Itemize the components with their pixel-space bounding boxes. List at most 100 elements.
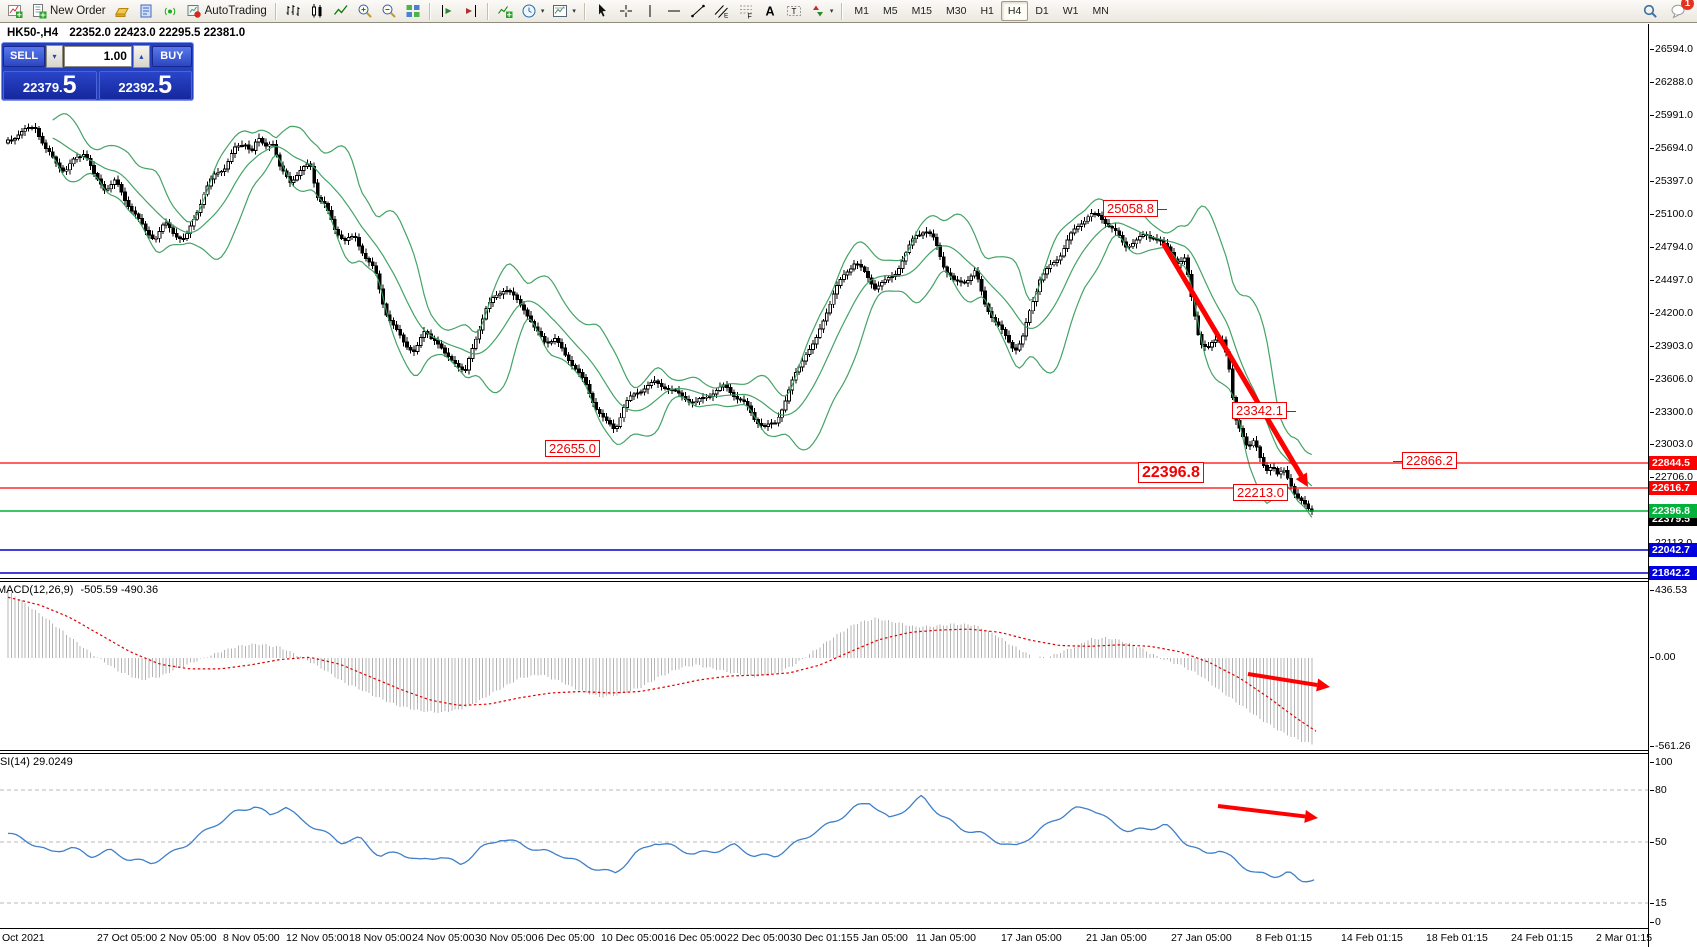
price-annotation-label[interactable]: 22213.0	[1233, 484, 1288, 501]
buy-button[interactable]: BUY	[151, 45, 193, 67]
vertical-line-button[interactable]	[638, 0, 662, 23]
price-annotation-label[interactable]: 22655.0	[545, 440, 600, 457]
time-tick-label: 24 Feb 01:15	[1511, 932, 1573, 944]
axis-tick-label: 26288.0	[1650, 76, 1693, 88]
time-scale[interactable]: Oct 2021 27 Oct 05:00 2 Nov 05:00 8 Nov 05:…	[0, 929, 1652, 947]
linechart-icon	[333, 3, 349, 19]
timeframe-d1[interactable]: D1	[1035, 5, 1049, 17]
new-order-icon	[31, 3, 47, 19]
candle-chart-button[interactable]	[305, 0, 329, 23]
time-tick-label: 11 Jan 05:00	[916, 932, 976, 944]
axis-tick-label: 25100.0	[1650, 208, 1693, 220]
axis-tick-label: 25991.0	[1650, 109, 1693, 121]
zoom-in-button[interactable]	[353, 0, 377, 23]
axis-tick-label: 24794.0	[1650, 241, 1693, 253]
bars-icon	[285, 3, 301, 19]
notifications-button[interactable]: 1	[1666, 0, 1694, 23]
axis-tick-label: 25694.0	[1650, 142, 1693, 154]
auto-scroll-button[interactable]	[435, 0, 459, 23]
timeframe-h4[interactable]: H4	[1000, 1, 1029, 21]
new-order-button[interactable]: New Order	[27, 0, 110, 23]
timeframe-m1[interactable]: M1	[854, 5, 869, 17]
macd-values: -505.59 -490.36	[80, 584, 159, 596]
sell-button[interactable]: SELL	[3, 45, 46, 67]
line-chart-button[interactable]	[329, 0, 353, 23]
timeframe-h1[interactable]: H1	[980, 5, 994, 17]
pane-separator-2[interactable]	[0, 750, 1648, 754]
sell-price-panel[interactable]: 22379. 5	[3, 71, 97, 100]
volume-up-stepper[interactable]: ▴	[132, 44, 150, 68]
zoom-in-icon	[357, 3, 373, 19]
main-chart-pane[interactable]	[0, 24, 1648, 578]
fibonacci-button[interactable]: F	[734, 0, 758, 23]
axis-tick-label: 24497.0	[1650, 274, 1693, 286]
time-tick-label: 6 Dec 05:00	[538, 932, 595, 944]
indicators-button[interactable]	[493, 0, 517, 23]
svg-text:A: A	[765, 5, 774, 19]
equidistant-channel-button[interactable]: E	[710, 0, 734, 23]
time-tick-label: 27 Oct 05:00	[97, 932, 158, 944]
templates-button[interactable]: ▾	[548, 0, 580, 23]
price-badge: 22042.7	[1649, 543, 1697, 557]
data-window-button[interactable]	[134, 0, 158, 23]
zoom-out-button[interactable]	[377, 0, 401, 23]
pane-separator-1[interactable]	[0, 578, 1648, 582]
new-chart-button[interactable]	[3, 0, 27, 23]
time-tick-label: 8 Feb 01:15	[1256, 932, 1313, 944]
text-label-button[interactable]: T	[782, 0, 806, 23]
zoom-out-icon	[381, 3, 397, 19]
axis-tick-label: 26594.0	[1650, 43, 1693, 55]
macd-pane[interactable]	[0, 582, 1648, 750]
toolbar-separator	[486, 2, 489, 20]
chart-title: HK50-,H4 22352.0 22423.0 22295.5 22381.0	[7, 27, 245, 39]
volume-down-stepper[interactable]: ▾	[46, 44, 63, 68]
timeframe-mn[interactable]: MN	[1092, 5, 1109, 17]
time-tick-label: 8 Nov 05:00	[223, 932, 280, 944]
price-annotation-label[interactable]: 23342.1	[1232, 402, 1296, 419]
channel-icon: E	[714, 3, 730, 19]
timeframe-m30[interactable]: M30	[946, 5, 967, 17]
axis-tick-label: 15	[1650, 897, 1667, 909]
periods-button[interactable]: ▾	[517, 0, 549, 23]
price-annotation-label[interactable]: 25058.8	[1103, 200, 1167, 217]
axis-tick-label: 23300.0	[1650, 406, 1693, 418]
timeframe-m15[interactable]: M15	[911, 5, 933, 17]
chart-shift-button[interactable]	[459, 0, 483, 23]
search-icon	[1642, 3, 1658, 19]
bar-chart-button[interactable]	[281, 0, 305, 23]
time-tick-label: 24 Nov 05:00	[412, 932, 475, 944]
trendline-button[interactable]	[686, 0, 710, 23]
toolbar-separator	[428, 2, 431, 20]
axis-tick-label: 50	[1650, 836, 1667, 848]
cursor-button[interactable]	[590, 0, 614, 23]
arrows-button[interactable]: ▾	[806, 0, 838, 23]
autotrading-button[interactable]: AutoTrading	[182, 0, 271, 23]
volume-input[interactable]	[63, 45, 132, 67]
chevron-down-icon: ▾	[572, 8, 576, 15]
fibo-icon: F	[738, 3, 754, 19]
search-button[interactable]	[1638, 0, 1662, 23]
trendline-icon	[690, 3, 706, 19]
template-icon	[552, 3, 568, 19]
horizontal-line-button[interactable]	[662, 0, 686, 23]
rsi-pane[interactable]	[0, 754, 1648, 928]
price-annotation-label[interactable]: 22866.2	[1393, 452, 1457, 469]
tile-windows-button[interactable]	[401, 0, 425, 23]
price-scale[interactable]: 26594.0 26288.0 25991.0 25694.0 25397.0 25100…	[1648, 24, 1697, 947]
signals-button[interactable]	[158, 0, 182, 23]
market-watch-button[interactable]	[110, 0, 134, 23]
price-badge: 22844.5	[1649, 456, 1697, 470]
chart-ohlc-values: 22352.0 22423.0 22295.5 22381.0	[69, 27, 246, 39]
price-annotation-label[interactable]: 22396.8	[1138, 462, 1204, 483]
axis-tick-label: 23903.0	[1650, 340, 1693, 352]
timeframe-m5[interactable]: M5	[882, 5, 898, 17]
crosshair-button[interactable]	[614, 0, 638, 23]
svg-text:T: T	[791, 7, 796, 16]
timeframe-w1[interactable]: W1	[1062, 5, 1079, 17]
price-badge: 21842.2	[1649, 566, 1697, 580]
axis-tick-label: -561.26	[1650, 740, 1691, 752]
autotrading-label: AutoTrading	[204, 5, 267, 17]
buy-price-panel[interactable]: 22392. 5	[98, 71, 192, 100]
text-button[interactable]: A	[758, 0, 782, 23]
time-tick-label: 14 Feb 01:15	[1341, 932, 1403, 944]
